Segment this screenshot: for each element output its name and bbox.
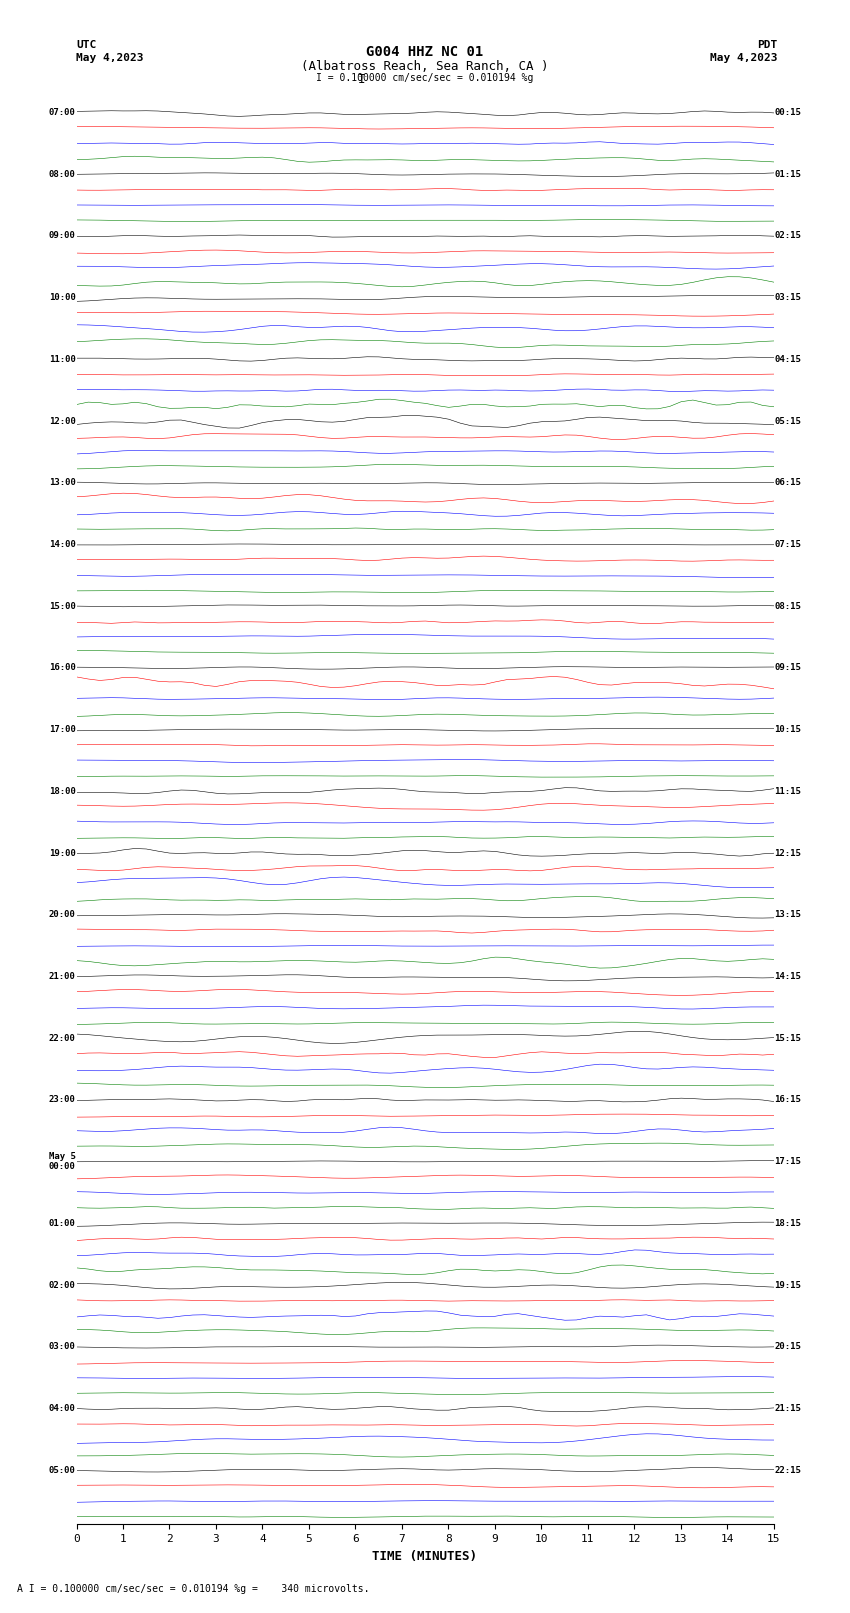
Text: 19:00: 19:00 [49, 848, 76, 858]
Text: 12:15: 12:15 [774, 848, 801, 858]
Text: 18:15: 18:15 [774, 1219, 801, 1227]
Text: 23:00: 23:00 [49, 1095, 76, 1105]
Text: 13:00: 13:00 [49, 479, 76, 487]
Text: 02:15: 02:15 [774, 232, 801, 240]
Text: 16:15: 16:15 [774, 1095, 801, 1105]
Text: PDT: PDT [757, 40, 778, 50]
Text: 15:15: 15:15 [774, 1034, 801, 1042]
Text: 08:15: 08:15 [774, 602, 801, 611]
Text: 09:00: 09:00 [49, 232, 76, 240]
Text: 09:15: 09:15 [774, 663, 801, 673]
Text: 07:15: 07:15 [774, 540, 801, 548]
X-axis label: TIME (MINUTES): TIME (MINUTES) [372, 1550, 478, 1563]
Text: May 4,2023: May 4,2023 [76, 53, 144, 63]
Text: UTC: UTC [76, 40, 97, 50]
Text: A I = 0.100000 cm/sec/sec = 0.010194 %g =    340 microvolts.: A I = 0.100000 cm/sec/sec = 0.010194 %g … [17, 1584, 370, 1594]
Text: 16:00: 16:00 [49, 663, 76, 673]
Text: 01:15: 01:15 [774, 169, 801, 179]
Text: 11:15: 11:15 [774, 787, 801, 795]
Text: 14:00: 14:00 [49, 540, 76, 548]
Text: 22:00: 22:00 [49, 1034, 76, 1042]
Text: 06:15: 06:15 [774, 479, 801, 487]
Text: 04:15: 04:15 [774, 355, 801, 365]
Text: I: I [358, 73, 366, 85]
Text: (Albatross Reach, Sea Ranch, CA ): (Albatross Reach, Sea Ranch, CA ) [301, 60, 549, 73]
Text: 18:00: 18:00 [49, 787, 76, 795]
Text: 17:15: 17:15 [774, 1157, 801, 1166]
Text: 00:15: 00:15 [774, 108, 801, 118]
Text: G004 HHZ NC 01: G004 HHZ NC 01 [366, 45, 484, 60]
Text: 05:00: 05:00 [49, 1466, 76, 1474]
Text: 17:00: 17:00 [49, 726, 76, 734]
Text: 02:00: 02:00 [49, 1281, 76, 1290]
Text: 03:00: 03:00 [49, 1342, 76, 1352]
Text: 07:00: 07:00 [49, 108, 76, 118]
Text: 15:00: 15:00 [49, 602, 76, 611]
Text: 22:15: 22:15 [774, 1466, 801, 1474]
Text: 20:00: 20:00 [49, 910, 76, 919]
Text: 20:15: 20:15 [774, 1342, 801, 1352]
Text: 13:15: 13:15 [774, 910, 801, 919]
Text: 14:15: 14:15 [774, 973, 801, 981]
Text: 10:15: 10:15 [774, 726, 801, 734]
Text: I = 0.100000 cm/sec/sec = 0.010194 %g: I = 0.100000 cm/sec/sec = 0.010194 %g [316, 73, 534, 82]
Text: 21:00: 21:00 [49, 973, 76, 981]
Text: 10:00: 10:00 [49, 294, 76, 302]
Text: 19:15: 19:15 [774, 1281, 801, 1290]
Text: 08:00: 08:00 [49, 169, 76, 179]
Text: 03:15: 03:15 [774, 294, 801, 302]
Text: 21:15: 21:15 [774, 1403, 801, 1413]
Text: 12:00: 12:00 [49, 416, 76, 426]
Text: May 5
00:00: May 5 00:00 [49, 1152, 76, 1171]
Text: May 4,2023: May 4,2023 [711, 53, 778, 63]
Text: 04:00: 04:00 [49, 1403, 76, 1413]
Text: 11:00: 11:00 [49, 355, 76, 365]
Text: 05:15: 05:15 [774, 416, 801, 426]
Text: 01:00: 01:00 [49, 1219, 76, 1227]
